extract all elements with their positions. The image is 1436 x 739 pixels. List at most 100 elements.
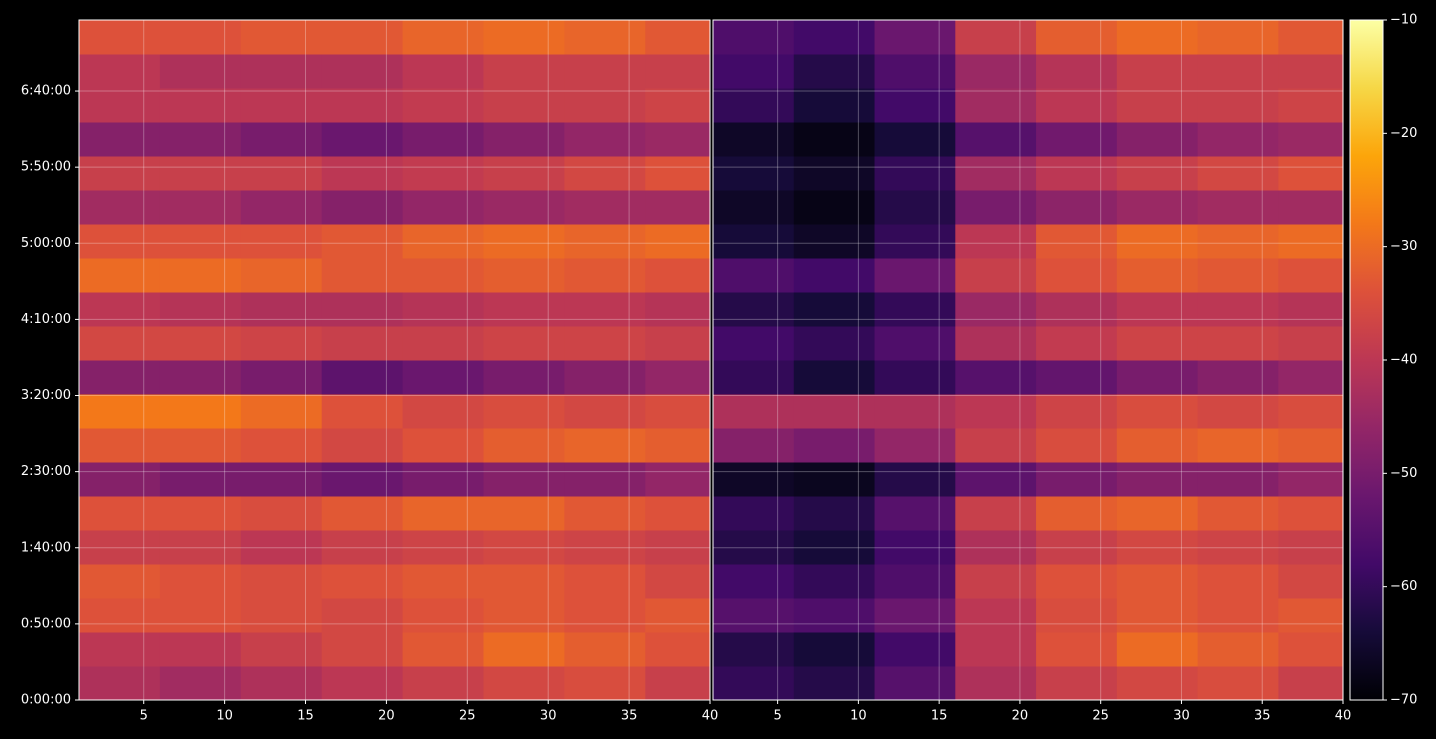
heat-cell xyxy=(159,598,242,633)
heat-cell xyxy=(713,632,795,667)
heat-cell xyxy=(240,428,323,463)
heat-cell xyxy=(240,292,323,327)
heat-cell xyxy=(483,564,565,599)
heat-cell xyxy=(564,156,646,191)
heat-cell xyxy=(79,122,161,157)
heat-cell xyxy=(79,632,161,667)
heat-cell xyxy=(955,326,1037,361)
heat-cell xyxy=(645,20,711,55)
heat-cell xyxy=(79,598,161,633)
heat-cell xyxy=(564,292,646,327)
heat-cell xyxy=(793,122,876,157)
heat-cell xyxy=(321,258,404,293)
x-tick-label: 5 xyxy=(140,709,148,724)
heat-cell xyxy=(402,190,484,225)
heat-cell xyxy=(1278,54,1344,89)
heat-cell xyxy=(402,224,484,259)
heat-cell xyxy=(240,122,323,157)
heat-cell xyxy=(793,224,876,259)
heat-cell xyxy=(645,496,711,531)
heat-cell xyxy=(645,598,711,633)
heat-cell xyxy=(159,122,242,157)
heat-cell xyxy=(483,190,565,225)
heat-cell xyxy=(793,326,876,361)
heat-cell xyxy=(1197,564,1279,599)
heat-cell xyxy=(713,462,795,497)
heat-cell xyxy=(483,156,565,191)
heat-cell xyxy=(564,428,646,463)
heat-cell xyxy=(483,598,565,633)
heat-cell xyxy=(159,428,242,463)
heat-cell xyxy=(713,666,795,701)
heat-cell xyxy=(874,292,956,327)
heat-cell xyxy=(1278,598,1344,633)
heat-cell xyxy=(159,326,242,361)
heat-cell xyxy=(1116,496,1199,531)
heat-cell xyxy=(159,360,242,395)
x-tick-label: 5 xyxy=(773,709,781,724)
heat-cell xyxy=(240,156,323,191)
heat-cell xyxy=(240,224,323,259)
colorbar-tick-label: −40 xyxy=(1390,353,1417,368)
x-tick-label: 10 xyxy=(216,709,233,724)
heat-cell xyxy=(955,156,1037,191)
heat-cell xyxy=(321,292,404,327)
heat-cell xyxy=(321,224,404,259)
heat-cell xyxy=(321,122,404,157)
heat-cell xyxy=(79,428,161,463)
heat-cell xyxy=(1116,598,1199,633)
heat-cell xyxy=(713,530,795,565)
heat-cell xyxy=(874,666,956,701)
heat-cell xyxy=(240,666,323,701)
heat-cell xyxy=(159,190,242,225)
heat-cell xyxy=(793,564,876,599)
heat-cell xyxy=(713,54,795,89)
heat-cell xyxy=(955,598,1037,633)
heat-cell xyxy=(955,530,1037,565)
heat-cell xyxy=(645,666,711,701)
heat-cell xyxy=(713,496,795,531)
y-tick-label: 3:20:00 xyxy=(21,388,71,403)
heat-cell xyxy=(1116,88,1199,123)
heat-cell xyxy=(321,190,404,225)
x-tick-label: 15 xyxy=(297,709,314,724)
heat-cell xyxy=(483,462,565,497)
heat-cell xyxy=(79,530,161,565)
heat-cell xyxy=(874,326,956,361)
heat-cell xyxy=(1197,122,1279,157)
x-tick-label: 35 xyxy=(621,709,638,724)
heat-cell xyxy=(1197,326,1279,361)
colorbar-tick-label: −70 xyxy=(1390,693,1417,708)
heat-cell xyxy=(955,564,1037,599)
heat-cell xyxy=(874,632,956,667)
heat-cell xyxy=(321,54,404,89)
heat-cell xyxy=(793,428,876,463)
heat-cell xyxy=(793,666,876,701)
heat-cell xyxy=(1278,632,1344,667)
x-tick-label: 10 xyxy=(850,709,867,724)
heat-cell xyxy=(564,496,646,531)
x-tick-label: 15 xyxy=(931,709,948,724)
heat-cell xyxy=(564,598,646,633)
heat-cell xyxy=(713,326,795,361)
heat-cell xyxy=(645,258,711,293)
heat-cell xyxy=(159,88,242,123)
heat-cell xyxy=(564,326,646,361)
heat-cell xyxy=(955,292,1037,327)
heat-cell xyxy=(645,54,711,89)
heat-cell xyxy=(793,496,876,531)
heat-cell xyxy=(645,122,711,157)
heat-cell xyxy=(874,190,956,225)
heat-cell xyxy=(159,462,242,497)
heat-cell xyxy=(240,88,323,123)
heat-cell xyxy=(1197,394,1279,429)
heat-cell xyxy=(159,394,242,429)
heat-cell xyxy=(240,462,323,497)
y-tick-label: 4:10:00 xyxy=(21,312,71,327)
heat-cell xyxy=(564,20,646,55)
heat-cell xyxy=(564,632,646,667)
heat-cell xyxy=(564,394,646,429)
heat-cell xyxy=(564,54,646,89)
x-tick-label: 25 xyxy=(1092,709,1109,724)
heat-cell xyxy=(159,530,242,565)
